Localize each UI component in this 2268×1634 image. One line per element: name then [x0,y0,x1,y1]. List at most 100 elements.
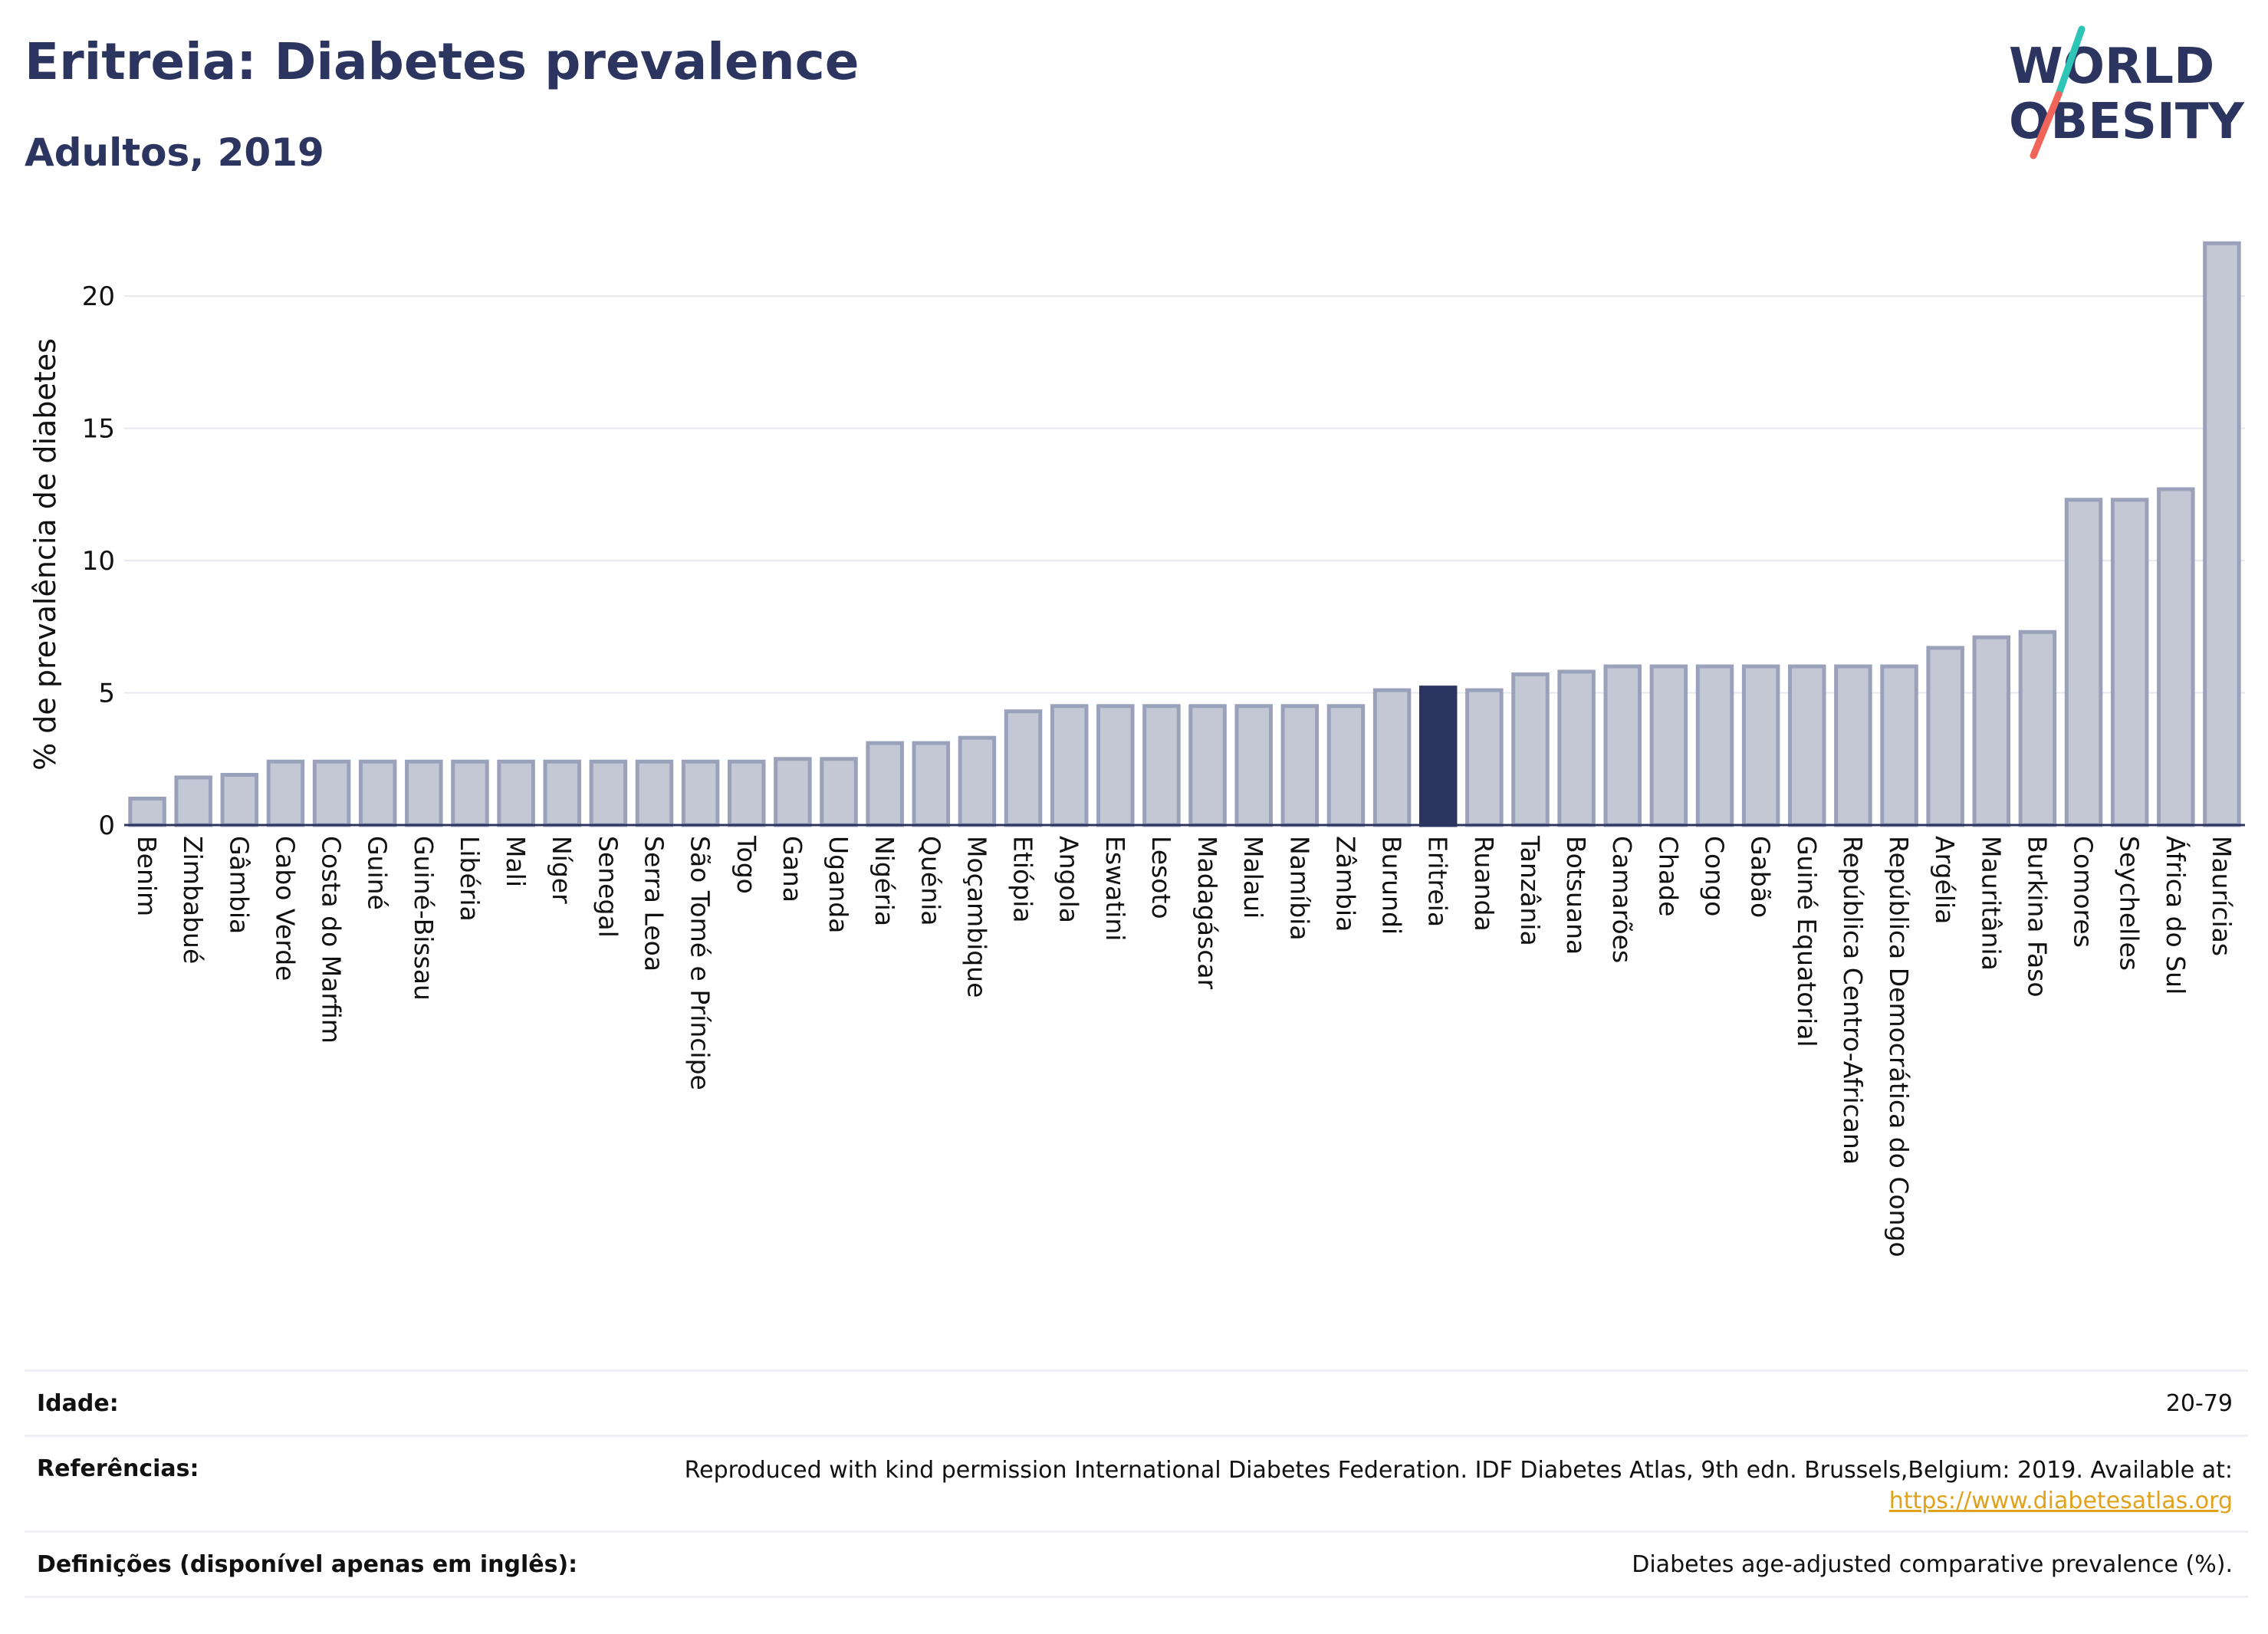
bar [1788,664,1826,827]
x-tick-label: São Tomé e Príncipe [685,836,715,1090]
references-link[interactable]: https://www.diabetesatlas.org [1888,1488,2233,1514]
x-tick-label: Burkina Faso [2022,836,2052,998]
definitions-value: Diabetes age-adjusted comparative preval… [1632,1551,2233,1578]
bar [1834,664,1872,827]
bar [1326,704,1366,827]
axis-layer: 0 5 10 15 20 [82,281,2245,841]
x-tick-label: Zimbabué [178,836,208,964]
x-tick-label: Etiópia [1008,836,1038,923]
y-tick-label: 15 [82,414,115,445]
bar [1972,635,2011,827]
bar [1465,688,1504,827]
x-tick-label: África do Sul [2161,836,2191,995]
bar [958,735,997,827]
bar [312,759,351,827]
page-title: Eritreia: Diabetes prevalence [25,32,860,91]
bar [820,757,858,827]
bar [866,741,904,827]
x-tick-label: Nigéria [869,836,899,926]
x-tick-label: Gâmbia [224,836,254,934]
y-tick-label: 5 [98,679,115,709]
bar [543,759,581,827]
x-tick-label: Namíbia [1284,836,1314,941]
x-tick-label: Tanzânia [1515,835,1545,946]
bar [405,759,443,827]
x-tick-label: Moçambique [961,836,991,998]
x-tick-label: Libéria [455,836,485,922]
x-tick-label: Gana [777,836,807,902]
x-tick-label: Congo [1700,836,1730,916]
bar [1741,664,1780,827]
bar [128,797,166,827]
bar [1880,664,1918,827]
x-tick-label: Gabão [1746,836,1776,918]
x-tick-label: Seychelles [2115,836,2145,971]
x-tick-label: Togo [731,835,761,894]
x-tick-label: Zâmbia [1330,836,1360,932]
x-tick-label: Cabo Verde [270,836,300,981]
x-tick-label: Eswatini [1100,836,1130,941]
x-tick-label: Mauritânia [1976,836,2006,971]
x-tick-label: Botsuana [1561,836,1591,955]
x-tick-label: Mali [501,836,531,887]
references-label: Referências: [37,1455,199,1482]
bar-chart: 0 5 10 15 20 Benim Zimbabué Gâmbia Cabo Verde Co… [28,241,2245,1258]
logo-line1: WORLD [2009,38,2214,95]
x-tick-label: Quénia [915,836,945,926]
x-tick-label: Lesoto [1146,836,1176,919]
bar [728,759,766,827]
x-tick-label: Argélia [1930,836,1960,924]
x-tick-label: Ruanda [1469,836,1499,932]
bar [912,741,951,827]
x-tick-label: República Democrática do Congo [1884,836,1914,1258]
definitions-label: Definições (disponível apenas em inglês)… [37,1551,578,1578]
x-tick-label: Benim [132,836,162,916]
bar [1926,646,1964,827]
x-tick-label: Guiné Equatorial [1792,836,1822,1047]
y-tick-label: 20 [82,281,115,312]
x-tick-label: Chade [1653,836,1683,916]
y-axis-label: % de prevalência de diabetes [28,338,62,771]
x-tick-label: Burundi [1377,836,1407,935]
footer-row-definitions: Definições (disponível apenas em inglês)… [25,1530,2248,1598]
x-tick-label: Serra Leoa [639,836,669,972]
bar [2064,498,2103,827]
bar [1557,669,1596,827]
bar [1096,704,1135,827]
bar [1649,664,1688,827]
references-text: Reproduced with kind permission Internat… [684,1457,2233,1484]
y-tick-label: 10 [82,546,115,577]
bar [681,759,720,827]
bar [2110,498,2149,827]
footer-row-age: Idade: 20-79 [25,1369,2248,1435]
bar [1695,664,1734,827]
bar [174,775,212,827]
x-tick-label: Guiné-Bissau [409,836,439,1001]
bar [451,759,489,827]
bar [1280,704,1320,827]
grid-layer [124,295,2245,694]
world-obesity-logo: WORLD OBESITY [2009,25,2244,159]
x-tick-label: Angola [1054,836,1084,923]
bar [589,759,628,827]
bar-highlight [1418,685,1458,827]
x-tick-label: Uganda [823,836,853,933]
references-block: Reproduced with kind permission Internat… [685,1455,2233,1517]
x-tick-label: Maurícias [2207,836,2237,956]
x-tick-label: Guiné [363,836,393,910]
bar [1234,704,1273,827]
age-value: 20-79 [2165,1390,2233,1417]
x-tick-label: Senegal [593,836,623,938]
bar [2203,241,2241,827]
x-tick-label: Comores [2069,836,2099,948]
bar [497,759,535,827]
bar [1511,672,1550,827]
x-tick-label: Malaui [1238,836,1268,919]
bar [1142,704,1181,827]
x-tick-label: República Centro-Africana [1838,836,1868,1165]
chart-footer: Idade: 20-79 Referências: Reproduced wit… [25,1369,2248,1598]
footer-row-references: Referências: Reproduced with kind permis… [25,1435,2248,1530]
bar [1603,664,1642,827]
bar [2018,630,2057,827]
bar [1004,709,1043,827]
